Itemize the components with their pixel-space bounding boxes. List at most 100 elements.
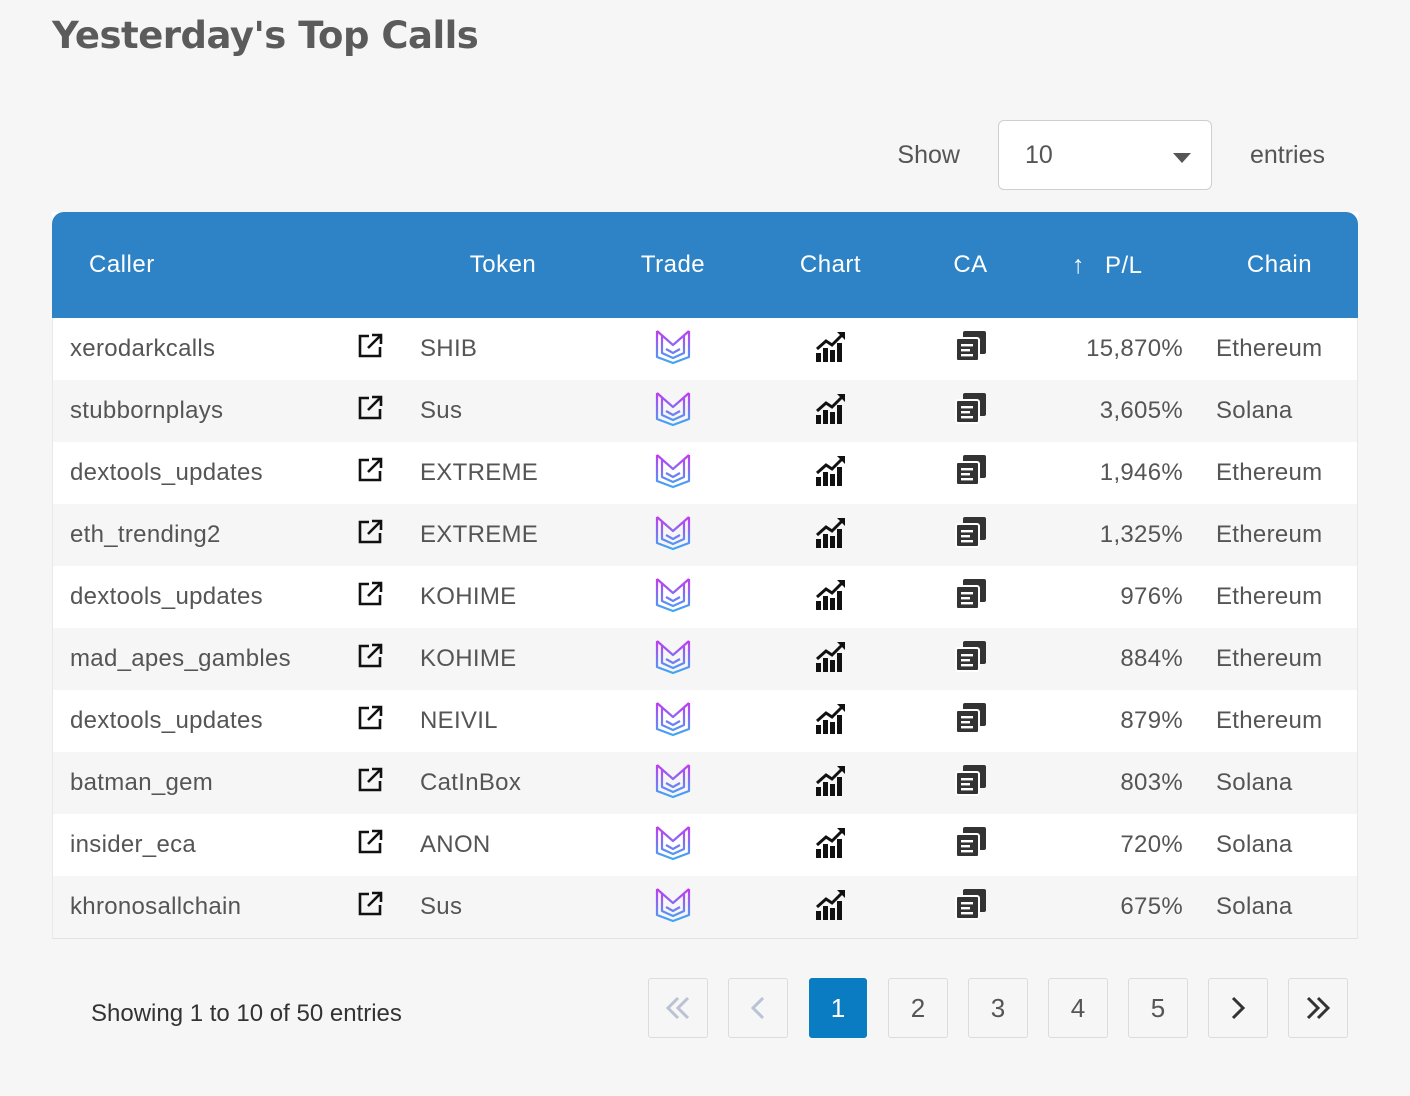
table-row: khronosallchain Sus 675% Solana <box>52 876 1358 939</box>
caller-link-cell <box>322 566 418 628</box>
ca-cell <box>903 318 1038 380</box>
copy-document-icon[interactable] <box>954 639 988 680</box>
trade-logo-icon[interactable] <box>653 513 693 558</box>
chart-growth-icon[interactable] <box>814 329 848 370</box>
external-link-icon[interactable] <box>357 581 383 614</box>
external-link-icon[interactable] <box>357 643 383 676</box>
external-link-icon[interactable] <box>357 891 383 924</box>
chart-cell <box>758 318 903 380</box>
first-page-button[interactable] <box>648 978 708 1038</box>
trade-cell <box>588 318 758 380</box>
previous-page-button[interactable] <box>728 978 788 1038</box>
trade-logo-icon[interactable] <box>653 699 693 744</box>
trade-logo-icon[interactable] <box>653 761 693 806</box>
external-link-icon[interactable] <box>357 829 383 862</box>
page-button-3[interactable]: 3 <box>968 978 1028 1038</box>
caller-cell: dextools_updates <box>52 690 322 752</box>
table-info: Showing 1 to 10 of 50 entries <box>91 1000 402 1027</box>
page-button-4[interactable]: 4 <box>1048 978 1108 1038</box>
chart-growth-icon[interactable] <box>814 887 848 928</box>
entries-length-control: Show 10 entries <box>897 120 1325 190</box>
page-button-1[interactable]: 1 <box>809 978 867 1038</box>
chain-cell: Solana <box>1201 876 1358 939</box>
trade-logo-icon[interactable] <box>653 327 693 372</box>
trade-logo-icon[interactable] <box>653 575 693 620</box>
copy-document-icon[interactable] <box>954 825 988 866</box>
ca-cell <box>903 566 1038 628</box>
chart-growth-icon[interactable] <box>814 763 848 804</box>
page-button-2[interactable]: 2 <box>888 978 948 1038</box>
column-header-caller[interactable]: Caller <box>52 212 322 318</box>
page-title: Yesterday's Top Calls <box>52 14 479 57</box>
caller-cell: eth_trending2 <box>52 504 322 566</box>
chart-cell <box>758 504 903 566</box>
copy-document-icon[interactable] <box>954 577 988 618</box>
trade-logo-icon[interactable] <box>653 823 693 868</box>
chevron-left-icon <box>750 996 765 1020</box>
ca-cell <box>903 380 1038 442</box>
caller-link-cell <box>322 690 418 752</box>
external-link-icon[interactable] <box>357 519 383 552</box>
pl-cell: 803% <box>1038 752 1201 814</box>
external-link-icon[interactable] <box>357 333 383 366</box>
ca-cell <box>903 752 1038 814</box>
chain-cell: Solana <box>1201 814 1358 876</box>
chart-cell <box>758 566 903 628</box>
trade-cell <box>588 628 758 690</box>
column-header-token[interactable]: Token <box>418 212 588 318</box>
chart-growth-icon[interactable] <box>814 391 848 432</box>
table-row: xerodarkcalls SHIB 15,870% Ethereum <box>52 318 1358 380</box>
copy-document-icon[interactable] <box>954 329 988 370</box>
column-header-trade[interactable]: Trade <box>588 212 758 318</box>
caller-cell: insider_eca <box>52 814 322 876</box>
column-header-pl[interactable]: ↑ P/L <box>1038 212 1201 318</box>
copy-document-icon[interactable] <box>954 763 988 804</box>
chart-growth-icon[interactable] <box>814 825 848 866</box>
external-link-icon[interactable] <box>357 395 383 428</box>
table-row: dextools_updates EXTREME 1,946% Ethereum <box>52 442 1358 504</box>
copy-document-icon[interactable] <box>954 701 988 742</box>
copy-document-icon[interactable] <box>954 391 988 432</box>
chart-growth-icon[interactable] <box>814 701 848 742</box>
chart-growth-icon[interactable] <box>814 639 848 680</box>
top-calls-table: Caller Token Trade Chart CA ↑ P/L Chain x… <box>52 212 1358 939</box>
double-chevron-left-icon <box>665 996 690 1020</box>
chart-growth-icon[interactable] <box>814 453 848 494</box>
external-link-icon[interactable] <box>357 705 383 738</box>
table-row: dextools_updates NEIVIL 879% Ethereum <box>52 690 1358 752</box>
pl-cell: 720% <box>1120 831 1183 858</box>
column-header-ca[interactable]: CA <box>903 212 1038 318</box>
page-button-5[interactable]: 5 <box>1128 978 1188 1038</box>
chart-cell <box>758 690 903 752</box>
trade-logo-icon[interactable] <box>653 451 693 496</box>
caller-cell: khronosallchain <box>52 876 322 939</box>
external-link-icon[interactable] <box>357 457 383 490</box>
copy-document-icon[interactable] <box>954 887 988 928</box>
external-link-icon[interactable] <box>357 767 383 800</box>
last-page-button[interactable] <box>1288 978 1348 1038</box>
caller-cell: xerodarkcalls <box>52 318 322 380</box>
next-page-button[interactable] <box>1208 978 1268 1038</box>
caller-link-cell <box>322 318 418 380</box>
copy-document-icon[interactable] <box>954 453 988 494</box>
chart-growth-icon[interactable] <box>814 577 848 618</box>
caller-link-cell <box>322 876 418 939</box>
trade-cell <box>588 690 758 752</box>
copy-document-icon[interactable] <box>954 515 988 556</box>
ca-cell <box>903 876 1038 939</box>
trade-logo-icon[interactable] <box>653 389 693 434</box>
ca-cell <box>903 442 1038 504</box>
chart-growth-icon[interactable] <box>814 515 848 556</box>
pl-cell: 3,605% <box>1038 380 1201 442</box>
table-header-row: Caller Token Trade Chart CA ↑ P/L Chain <box>52 212 1358 318</box>
chain-cell: Ethereum <box>1201 318 1358 380</box>
trade-logo-icon[interactable] <box>653 637 693 682</box>
trade-logo-icon[interactable] <box>653 885 693 930</box>
chevron-right-icon <box>1231 996 1246 1020</box>
column-header-chain[interactable]: Chain <box>1201 212 1358 318</box>
chain-cell: Ethereum <box>1201 566 1358 628</box>
column-header-chart[interactable]: Chart <box>758 212 903 318</box>
entries-per-page-select[interactable]: 10 <box>997 120 1212 190</box>
ca-cell <box>903 628 1038 690</box>
caller-cell: dextools_updates <box>52 566 322 628</box>
